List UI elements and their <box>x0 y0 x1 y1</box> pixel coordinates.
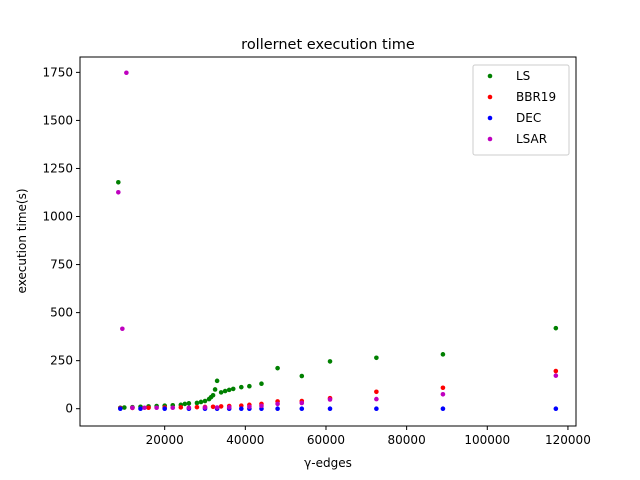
x-tick-label: 40000 <box>226 433 264 447</box>
x-tick-label: 120000 <box>545 433 591 447</box>
point-ls <box>299 373 305 379</box>
point-lsar <box>247 404 252 410</box>
point-ls <box>182 401 188 407</box>
point-ls <box>198 399 204 405</box>
point-lsar <box>327 397 333 402</box>
point-ls <box>116 180 121 185</box>
y-axis-label: execution time(s) <box>15 188 29 293</box>
y-axis: 0 250 500 750 1000 1250 1500 1750 <box>42 65 80 416</box>
point-lsar <box>275 401 280 407</box>
point-lsar <box>154 405 159 411</box>
point-lsar <box>374 396 379 402</box>
point-bbr19 <box>374 389 379 395</box>
point-lsar <box>440 391 446 397</box>
point-bbr19 <box>194 404 200 410</box>
point-lsar <box>186 405 192 411</box>
point-bbr19 <box>553 368 559 374</box>
point-lsar <box>130 405 135 411</box>
point-ls <box>275 365 280 371</box>
point-dec <box>275 406 280 412</box>
point-dec <box>138 406 143 412</box>
legend-marker <box>487 73 493 79</box>
point-bbr19 <box>440 385 446 391</box>
point-lsar <box>170 405 176 411</box>
legend-box <box>472 64 570 156</box>
point-dec <box>374 406 379 412</box>
y-tick-label: 1750 <box>42 65 73 79</box>
point-bbr19 <box>146 405 151 411</box>
point-bbr19 <box>218 404 224 409</box>
point-ls <box>218 390 224 395</box>
y-tick-label: 250 <box>50 354 73 368</box>
point-bbr19 <box>210 404 216 410</box>
point-bbr19 <box>178 405 184 410</box>
legend-label: DEC <box>516 111 541 125</box>
point-ls <box>226 387 232 393</box>
point-dec <box>327 406 333 412</box>
legend-marker <box>487 115 493 121</box>
point-dec <box>118 406 123 412</box>
legend-label: LS <box>516 69 530 83</box>
point-dec <box>239 406 244 412</box>
point-ls <box>186 401 192 406</box>
point-lsar <box>214 405 220 410</box>
point-lsar <box>142 405 147 411</box>
legend: LS BBR19 DEC LSAR <box>472 64 570 156</box>
x-tick-label: 80000 <box>388 433 426 447</box>
point-ls <box>194 400 200 406</box>
point-ls <box>122 405 127 410</box>
point-ls <box>212 387 218 392</box>
data-points <box>116 70 559 412</box>
x-tick-label: 100000 <box>464 433 510 447</box>
point-ls <box>327 359 333 364</box>
point-ls <box>239 384 244 390</box>
x-tick-label: 20000 <box>146 433 184 447</box>
point-lsar <box>553 373 559 378</box>
chart-title: rollernet execution time <box>241 37 415 53</box>
point-ls <box>230 386 236 392</box>
y-tick-label: 1250 <box>42 161 73 175</box>
point-ls <box>210 392 216 398</box>
legend-label: LSAR <box>516 132 547 146</box>
point-dec <box>162 406 167 412</box>
point-lsar <box>259 403 264 409</box>
y-tick-label: 1000 <box>42 210 73 224</box>
point-lsar <box>124 70 129 76</box>
point-ls <box>259 381 264 387</box>
point-ls <box>374 355 379 361</box>
legend-marker <box>487 94 493 100</box>
y-tick-label: 0 <box>65 402 73 416</box>
x-axis: 20000 40000 60000 80000 100000 120000 <box>146 426 591 447</box>
legend-label: BBR19 <box>516 90 556 104</box>
x-tick-label: 60000 <box>307 433 345 447</box>
legend-marker <box>487 136 493 142</box>
point-ls <box>214 378 220 384</box>
y-tick-label: 750 <box>50 258 73 272</box>
point-dec <box>553 406 559 412</box>
point-ls <box>222 388 228 394</box>
point-lsar <box>226 405 232 410</box>
x-axis-label: γ-edges <box>304 456 352 470</box>
point-lsar <box>116 190 121 195</box>
plot-area <box>79 56 577 427</box>
point-dec <box>299 406 305 412</box>
point-dec <box>440 406 446 412</box>
point-lsar <box>299 400 305 406</box>
y-tick-label: 500 <box>50 306 73 320</box>
point-ls <box>247 383 252 389</box>
point-lsar <box>202 405 208 410</box>
y-tick-label: 1500 <box>42 113 73 127</box>
point-ls <box>202 398 208 404</box>
point-ls <box>440 352 446 357</box>
point-ls <box>553 325 559 331</box>
point-lsar <box>120 326 125 332</box>
